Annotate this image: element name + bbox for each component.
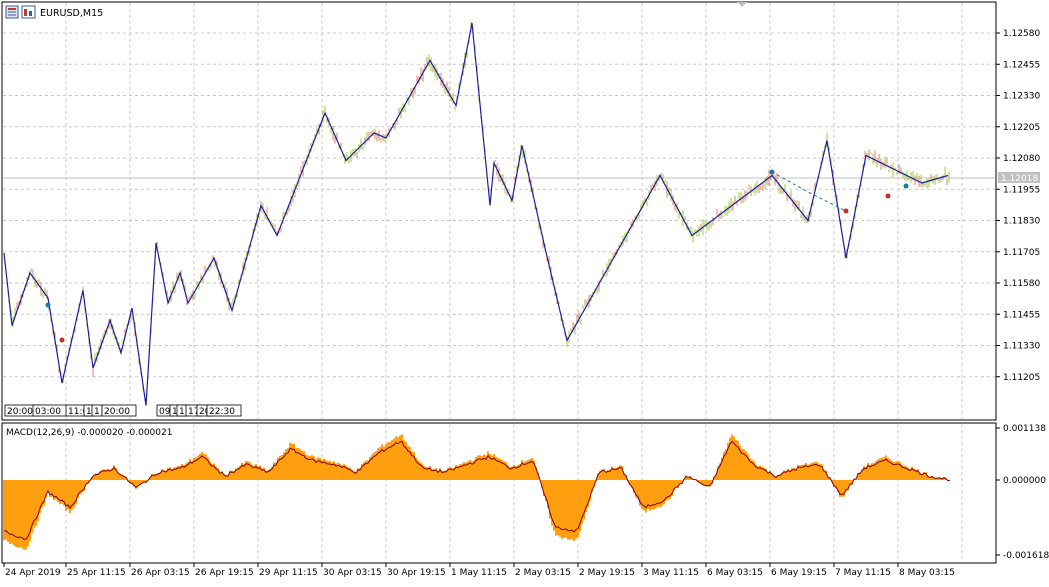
time-tick-label: 2 May 03:15	[515, 568, 571, 578]
price-tick-label: 1.11705	[1003, 248, 1040, 258]
price-tick-label: 1.12330	[1003, 92, 1040, 102]
current-price-tag	[998, 172, 1040, 183]
time-tick-label: 2 May 19:15	[579, 568, 635, 578]
session-label: 1	[94, 407, 100, 417]
time-axis: 24 Apr 2019 25 Apr 11:15 26 Apr 03:15 26 Ap…	[3, 563, 955, 578]
session-label: 1	[179, 407, 185, 417]
macd-label: MACD(12,26,9) -0.000020 -0.000021	[6, 428, 172, 438]
price-axis: 1.12580 1.12455 1.12330 1.12205 1.12080 1.119…	[996, 29, 1040, 383]
price-panel[interactable]	[1, 1, 997, 421]
session-label: 1	[86, 407, 92, 417]
time-tick-label: 30 Apr 03:15	[323, 568, 382, 578]
signal-marker	[885, 193, 891, 199]
session-label: 20:00	[104, 407, 130, 417]
signal-marker	[769, 169, 775, 175]
price-tick-label: 1.11580	[1003, 279, 1040, 289]
projection-line	[771, 171, 847, 212]
macd-signal-line	[3, 440, 951, 540]
time-tick-label: 6 May 03:15	[707, 568, 763, 578]
price-tick-label: 1.12080	[1003, 154, 1040, 164]
session-label: 22:30	[209, 407, 235, 417]
session-label-box	[101, 404, 137, 417]
price-tick-label: 1.12580	[1003, 29, 1040, 39]
signal-marker	[45, 302, 51, 308]
session-label: 03:00	[35, 407, 61, 417]
macd-axis: 0.001138 0.000000 -0.001618	[996, 424, 1049, 561]
price-tick-label: 1.11455	[1003, 310, 1040, 320]
session-label: 11:0	[68, 407, 88, 417]
session-label: 20:00	[7, 407, 33, 417]
bar-chart-icon[interactable]	[21, 5, 36, 19]
macd-tick-label: 0.000000	[1003, 476, 1046, 486]
signal-marker	[59, 337, 65, 343]
time-tick-label: 7 May 11:15	[835, 568, 891, 578]
symbol-label: EURUSD,M15	[40, 8, 103, 19]
price-tick-label: 1.12205	[1003, 123, 1040, 133]
session-label-box	[206, 404, 242, 417]
macd-tick-label: 0.001138	[1003, 424, 1046, 434]
price-tick-label: 1.11955	[1003, 185, 1040, 195]
price-tick-label: 1.11330	[1003, 342, 1040, 352]
macd-tick-label: -0.001618	[1003, 551, 1049, 561]
time-tick-label: 29 Apr 11:15	[259, 568, 318, 578]
zigzag-line	[3, 22, 949, 406]
current-price-label: 1.12018	[1001, 174, 1038, 184]
price-tick-label: 1.12455	[1003, 60, 1040, 70]
time-tick-label: 24 Apr 2019	[5, 568, 61, 578]
macd-histogram	[3, 434, 951, 550]
shift-marker-icon[interactable]	[737, 2, 747, 7]
session-label: 20	[199, 407, 211, 417]
price-tick-label: 1.11830	[1003, 217, 1040, 227]
time-tick-label: 25 Apr 11:15	[67, 568, 126, 578]
signal-marker	[903, 183, 909, 189]
time-tick-label: 26 Apr 03:15	[131, 568, 190, 578]
macd-panel[interactable]	[1, 422, 997, 564]
session-label: 09	[159, 407, 171, 417]
time-tick-label: 8 May 03:15	[899, 568, 955, 578]
zigzag-indicator	[3, 22, 949, 406]
time-tick-label: 26 Apr 19:15	[195, 568, 254, 578]
price-tick-label: 1.11205	[1003, 373, 1040, 383]
session-label: 17	[188, 407, 199, 417]
signal-marker	[843, 208, 849, 214]
chart-window-icon[interactable]	[5, 5, 19, 19]
time-tick-label: 30 Apr 19:15	[387, 568, 446, 578]
time-tick-label: 3 May 11:15	[643, 568, 699, 578]
time-tick-label: 6 May 19:15	[771, 568, 827, 578]
time-tick-label: 1 May 11:15	[451, 568, 507, 578]
